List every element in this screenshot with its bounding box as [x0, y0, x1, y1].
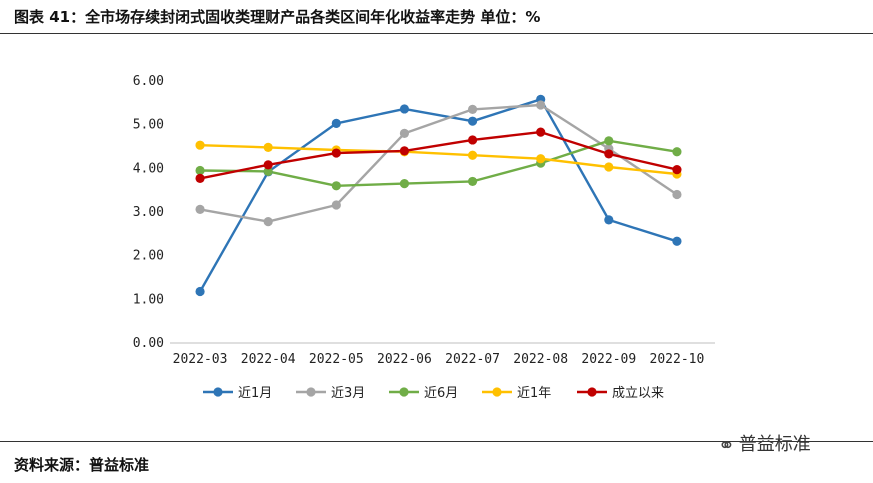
legend-label: 近3月 [331, 386, 365, 401]
legend-swatch-marker [213, 387, 223, 397]
y-tick-label: 5.00 [133, 118, 164, 133]
y-tick-label: 6.00 [133, 74, 164, 89]
chart-title: 图表 41：全市场存续封闭式固收类理财产品各类区间年化收益率走势 单位：% [14, 8, 541, 26]
wechat-icon: ⚭ [718, 433, 735, 457]
data-point [331, 181, 341, 191]
data-point [195, 140, 205, 150]
series-line [200, 144, 678, 176]
y-tick-label: 0.00 [133, 336, 164, 351]
x-tick-label: 2022-06 [377, 352, 432, 367]
data-point [672, 189, 682, 200]
legend-swatch-marker [587, 387, 597, 397]
x-tick-label: 2022-10 [650, 352, 705, 367]
series-lines [199, 98, 678, 293]
data-point [467, 135, 478, 145]
x-tick-label: 2022-04 [241, 352, 296, 367]
data-point [331, 148, 341, 158]
chart-legend: 近1月 近3月 近6月 近1年 成立以来 [203, 386, 664, 401]
data-point [263, 142, 273, 152]
y-tick-label: 2.00 [133, 249, 164, 264]
data-point [536, 127, 546, 137]
data-point [195, 165, 205, 176]
x-tick-label: 2022-03 [173, 352, 228, 367]
data-point [399, 104, 410, 114]
series-line [199, 103, 678, 223]
chart-axes: 0.00 1.00 2.00 3.00 4.00 5.00 6.00 2022-03 2022-… [133, 74, 715, 367]
source-note: 资料来源：普益标准 [14, 456, 150, 474]
y-tick-label: 1.00 [133, 292, 164, 307]
legend-swatch-marker [399, 387, 409, 397]
series-line [199, 130, 678, 180]
top-divider [0, 33, 873, 34]
x-tick-label: 2022-09 [581, 352, 636, 367]
data-point [467, 176, 478, 187]
data-point [195, 286, 205, 297]
data-point [536, 154, 546, 164]
data-point [263, 166, 273, 176]
legend-label: 成立以来 [612, 386, 664, 401]
data-point [399, 179, 410, 189]
data-point [467, 150, 478, 160]
data-point [604, 149, 614, 159]
data-point [195, 173, 205, 183]
legend-label: 近6月 [424, 386, 458, 401]
data-point [263, 217, 273, 227]
data-point [672, 165, 682, 175]
watermark-text: 普益标准 [738, 434, 811, 455]
data-point [604, 215, 614, 225]
data-point [399, 146, 410, 156]
series-line [200, 139, 678, 187]
y-tick-label: 3.00 [133, 205, 164, 220]
x-tick-label: 2022-07 [445, 352, 500, 367]
x-tick-label: 2022-05 [309, 352, 364, 367]
x-tick-label: 2022-08 [513, 352, 568, 367]
series-line [199, 98, 678, 293]
data-point [331, 118, 341, 128]
data-point [467, 104, 478, 114]
legend-label: 近1月 [238, 386, 272, 401]
data-point [331, 200, 341, 210]
legend-swatch-marker [306, 387, 316, 397]
data-point [263, 160, 273, 170]
bottom-divider [0, 441, 873, 442]
data-point [536, 100, 546, 110]
y-tick-label: 4.00 [133, 161, 164, 176]
line-chart: 0.00 1.00 2.00 3.00 4.00 5.00 6.00 2022-03 2022-… [133, 74, 715, 401]
data-point [604, 136, 614, 146]
series-points [195, 94, 682, 297]
data-point [672, 236, 682, 246]
data-point [604, 162, 614, 172]
data-point [195, 204, 205, 214]
data-point [672, 147, 682, 157]
data-point [399, 128, 410, 138]
legend-swatch-marker [492, 387, 502, 397]
legend-label: 近1年 [517, 386, 551, 401]
data-point [467, 116, 478, 126]
watermark: ⚭ 普益标准 [718, 430, 811, 457]
